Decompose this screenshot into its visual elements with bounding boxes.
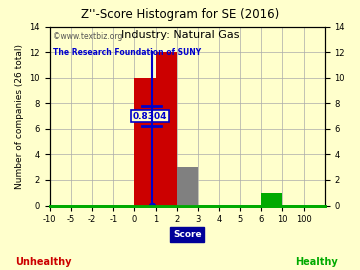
Y-axis label: Number of companies (26 total): Number of companies (26 total)	[15, 43, 24, 188]
Bar	[134, 78, 156, 205]
Bar	[261, 193, 283, 205]
X-axis label: Score: Score	[173, 230, 202, 239]
Text: Unhealthy: Unhealthy	[15, 257, 71, 267]
Text: 0.8304: 0.8304	[133, 112, 167, 121]
Text: Z''-Score Histogram for SE (2016): Z''-Score Histogram for SE (2016)	[81, 8, 279, 21]
Text: Healthy: Healthy	[296, 257, 338, 267]
Text: The Research Foundation of SUNY: The Research Foundation of SUNY	[53, 48, 201, 57]
Text: Industry: Natural Gas: Industry: Natural Gas	[121, 30, 239, 40]
Text: ©www.textbiz.org: ©www.textbiz.org	[53, 32, 122, 41]
Bar	[156, 52, 177, 205]
Bar	[177, 167, 198, 205]
